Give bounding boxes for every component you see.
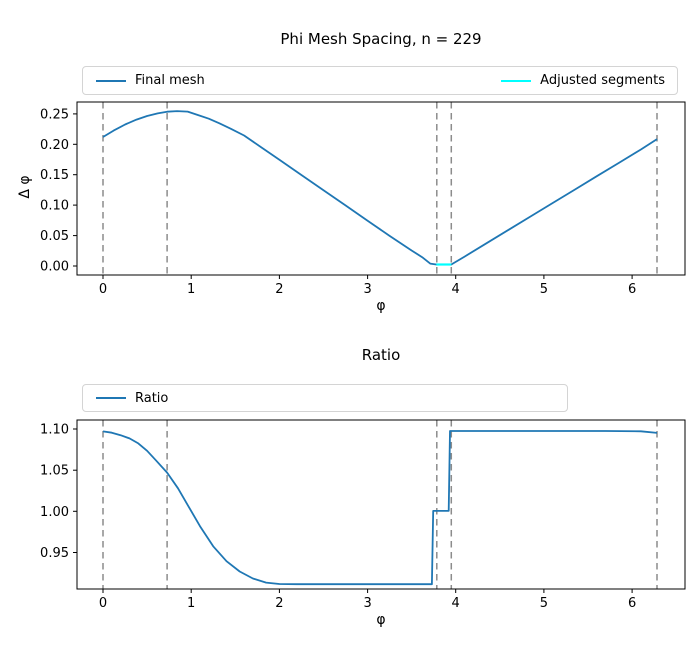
y-tick-label: 1.00 xyxy=(40,505,69,520)
x-tick-label: 6 xyxy=(628,596,636,611)
y-tick-label: 1.05 xyxy=(40,464,69,479)
y-tick-label: 0.95 xyxy=(40,546,69,561)
x-tick-label: 4 xyxy=(452,282,460,297)
ratio-line xyxy=(102,430,658,586)
top-chart-xlabel: φ xyxy=(376,298,386,314)
x-tick-label: 2 xyxy=(275,596,283,611)
top-chart-legend: Final mesh Adjusted segments xyxy=(82,66,678,95)
y-tick-label: 0.10 xyxy=(40,199,69,214)
final-mesh-line xyxy=(102,110,658,266)
y-tick-label: 1.10 xyxy=(40,423,69,438)
bottom-chart-legend: Ratio xyxy=(82,384,568,412)
x-tick-label: 6 xyxy=(628,282,636,297)
x-tick-label: 3 xyxy=(363,596,371,611)
x-tick-label: 3 xyxy=(363,282,371,297)
y-tick-label: 0.15 xyxy=(40,168,69,183)
adjusted-segments-line-swatch xyxy=(501,79,532,82)
top-chart-ylabel: Δ φ xyxy=(17,175,33,199)
x-tick-label: 1 xyxy=(187,282,195,297)
axes-frame xyxy=(76,101,686,276)
x-tick-label: 5 xyxy=(540,282,548,297)
x-tick-label: 1 xyxy=(187,596,195,611)
legend-entry-final-mesh: Final mesh xyxy=(96,73,205,88)
bottom-chart-title: Ratio xyxy=(361,346,401,364)
y-tick-label: 0.05 xyxy=(40,229,69,244)
x-tick-label: 4 xyxy=(452,596,460,611)
bottom-chart-xlabel: φ xyxy=(376,612,386,628)
axes-frame xyxy=(76,419,686,590)
y-tick-label: 0.25 xyxy=(40,107,69,122)
legend-label-final-mesh: Final mesh xyxy=(135,73,205,88)
x-tick-label: 0 xyxy=(99,596,107,611)
x-tick-label: 0 xyxy=(99,282,107,297)
y-tick-label: 0.20 xyxy=(40,138,69,153)
legend-label-adjusted-segments: Adjusted segments xyxy=(540,73,665,88)
final-mesh-line-swatch xyxy=(96,79,126,82)
legend-label-ratio: Ratio xyxy=(135,390,169,406)
x-tick-label: 5 xyxy=(540,596,548,611)
x-tick-label: 2 xyxy=(275,282,283,297)
legend-entry-adjusted-segments: Adjusted segments xyxy=(501,73,665,88)
y-tick-label: 0.00 xyxy=(40,260,69,275)
ratio-axes: 0 1 2 3 4 5 6 0.95 1.00 1.05 1.10 xyxy=(40,419,686,611)
top-chart-title: Phi Mesh Spacing, n = 229 xyxy=(280,30,482,48)
legend-entry-ratio: Ratio xyxy=(96,391,168,406)
phi-mesh-spacing-axes: 0 1 2 3 4 5 6 0.00 0.05 0.10 0.15 0.20 0.25 xyxy=(40,101,686,297)
ratio-line-swatch xyxy=(96,397,126,399)
